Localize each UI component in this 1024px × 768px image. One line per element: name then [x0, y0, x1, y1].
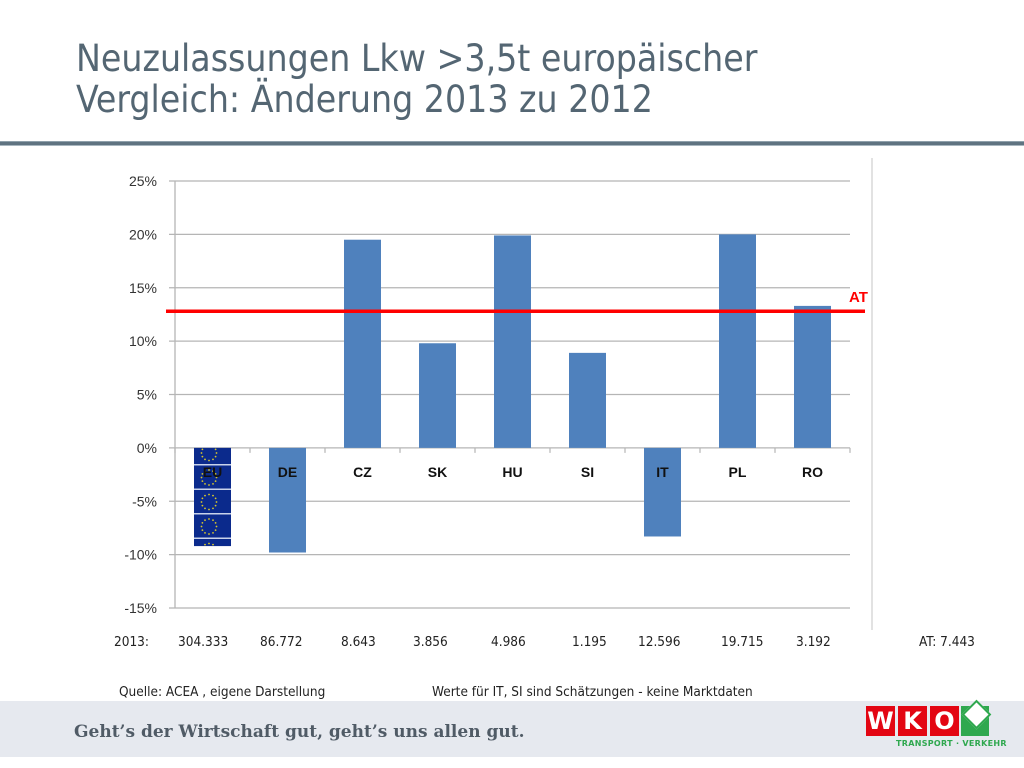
x-category-label: IT	[656, 464, 669, 480]
bar-si	[569, 352, 606, 448]
registrations-2013-label: 2013:	[114, 634, 149, 650]
y-tick-label: 10%	[129, 333, 157, 349]
logo-subtitle: TRANSPORT · VERKEHR	[896, 739, 1007, 748]
logo-letter-w: W	[866, 706, 895, 736]
source-note: Quelle: ACEA , eigene Darstellung	[119, 684, 326, 700]
wko-logo: W K O TRANSPORT · VERKEHR	[866, 699, 1007, 752]
x-category-label: DE	[278, 464, 297, 480]
registrations-2013-hu: 4.986	[491, 634, 526, 650]
x-category-label: SK	[428, 464, 447, 480]
slide-title: Neuzulassungen Lkw >3,5t europäischer Ve…	[76, 38, 976, 120]
registrations-2013-si: 1.195	[572, 634, 607, 650]
bar-cz	[344, 239, 381, 448]
y-tick-label: 20%	[129, 226, 157, 242]
y-tick-label: 5%	[137, 387, 157, 403]
bar-pl	[719, 234, 756, 448]
bar-chart: 25% 20% 15% 10% 5% 0% -5% -10% -15% EU DE CZ SK HU SI I…	[124, 173, 868, 616]
y-tick-label: -10%	[124, 547, 157, 563]
registrations-2013-at: AT: 7.443	[919, 634, 975, 650]
x-category-label: RO	[802, 464, 823, 480]
y-tick-label: 0%	[137, 440, 157, 456]
title-divider	[0, 141, 1024, 146]
y-tick-label: 15%	[129, 280, 157, 296]
logo-letter-o: O	[930, 706, 959, 736]
registrations-2013-de: 86.772	[260, 634, 303, 650]
bar-eu	[194, 447, 231, 547]
estimate-note: Werte für IT, SI sind Schätzungen - kein…	[432, 684, 753, 700]
bar-hu	[494, 235, 531, 448]
slide-title-line-1: Neuzulassungen Lkw >3,5t europäischer	[76, 37, 758, 80]
chart-border-line	[871, 158, 873, 630]
registrations-2013-it: 12.596	[638, 634, 681, 650]
y-tick-label: -5%	[132, 493, 157, 509]
registrations-2013-ro: 3.192	[796, 634, 831, 650]
logo-letter-k: K	[898, 706, 927, 736]
registrations-2013-cz: 8.643	[341, 634, 376, 650]
bar-de	[269, 447, 306, 553]
registrations-2013-sk: 3.856	[413, 634, 448, 650]
x-category-label: SI	[581, 464, 594, 480]
slide-title-line-2: Vergleich: Änderung 2013 zu 2012	[76, 78, 653, 121]
x-category-label: PL	[729, 464, 747, 480]
bar-ro	[794, 305, 831, 448]
x-category-label: HU	[502, 464, 522, 480]
bar-it	[644, 447, 681, 537]
footer-band	[0, 701, 1024, 757]
registrations-2013-pl: 19.715	[721, 634, 764, 650]
y-tick-label: 25%	[129, 173, 157, 189]
at-reference-label: AT	[849, 289, 868, 306]
registrations-2013-eu: 304.333	[178, 634, 229, 650]
y-tick-label: -15%	[124, 600, 157, 616]
bar-sk	[419, 343, 456, 448]
x-category-label: EU	[203, 464, 222, 480]
footer-slogan: Geht’s der Wirtschaft gut, geht’s uns al…	[74, 722, 525, 742]
x-category-label: CZ	[353, 464, 372, 480]
